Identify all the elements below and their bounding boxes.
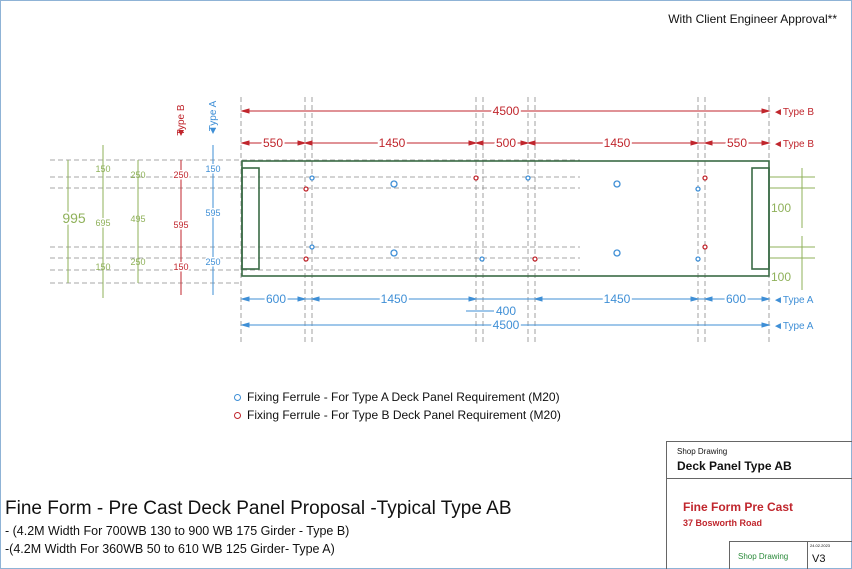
dim-green: 250 (130, 257, 145, 267)
subtitle-line: -(4.2M Width For 360WB 50 to 610 WB 125 … (5, 542, 335, 556)
dim-b-seg: 550 (263, 136, 283, 150)
dim-b-seg: 550 (727, 136, 747, 150)
ferrule-a (309, 244, 315, 250)
ferrule-a (479, 256, 485, 262)
type-b-dimensions (240, 108, 771, 146)
ferrule-a (390, 249, 398, 257)
tag-type-a: ◄Type A (773, 321, 814, 332)
dim-a-total: 4500 (493, 318, 520, 332)
type-a-dim-labels: 600 1450 1450 600 400 4500 (264, 290, 748, 334)
dim-b-seg: 500 (496, 136, 516, 150)
ferrules (303, 175, 708, 262)
ferrule-a (613, 249, 621, 257)
tag-type-a: ◄Type A (773, 295, 814, 306)
circle-icon (234, 412, 241, 420)
ferrule-a (695, 256, 701, 262)
dim-b-seg: 1450 (604, 136, 631, 150)
type-b-dim-labels: 4500 550 1450 500 1450 550 (261, 102, 749, 152)
company-name: Fine Form Pre Cast (683, 500, 794, 514)
ferrule-a (309, 175, 315, 181)
dim-a-seg: 1450 (381, 292, 408, 306)
title-block: Shop Drawing Deck Panel Type AB Fine For… (666, 441, 852, 569)
dim-offset: 100 (771, 201, 791, 215)
tag-type-b: ◄Type B (773, 107, 814, 118)
dim-green: 495 (130, 214, 145, 224)
circle-icon (234, 394, 241, 402)
version-number: V3 (812, 553, 826, 565)
ferrule-b (303, 186, 309, 192)
type-b-tags: ◄Type B ◄Type B (773, 107, 814, 150)
legend-item-a: Fixing Ferrule - For Type A Deck Panel R… (234, 390, 560, 404)
dim-b-total: 4500 (493, 104, 520, 118)
ferrule-a (695, 186, 701, 192)
type-a-heading: Type A (208, 100, 219, 131)
approval-note: With Client Engineer Approval** (668, 12, 837, 26)
right-offset-dims (770, 168, 815, 290)
title-block-title: Deck Panel Type AB (677, 459, 792, 473)
status-cell: Shop Drawing (729, 541, 808, 569)
dim-b-vert: 150 (173, 262, 188, 272)
deck-panel-outline (241, 160, 770, 277)
dim-green-outer: 695 (95, 218, 110, 228)
ferrule-b (702, 175, 708, 181)
version-cell: 24.02.2023 V3 (807, 541, 852, 569)
dim-a-seg: 600 (726, 292, 746, 306)
title-block-label: Shop Drawing (677, 447, 728, 456)
dim-offset: 100 (771, 270, 791, 284)
ferrule-a (390, 180, 398, 188)
ferrule-b (303, 256, 309, 262)
type-a-dimensions (240, 296, 771, 328)
type-b-heading: Type B (176, 104, 187, 135)
ferrule-b (702, 244, 708, 250)
dim-a-vert: 150 (205, 164, 220, 174)
dim-green-total: 995 (62, 210, 86, 226)
dim-a-vert: 250 (205, 257, 220, 267)
revision-date: 24.02.2023 (810, 543, 831, 548)
dim-b-seg: 1450 (379, 136, 406, 150)
ferrule-b (532, 256, 538, 262)
dim-a-seg: 600 (266, 292, 286, 306)
title-block-header: Shop Drawing Deck Panel Type AB (667, 442, 852, 479)
dim-b-vert: 250 (173, 170, 188, 180)
ferrule-a (525, 175, 531, 181)
grid-lines (50, 97, 770, 345)
dim-green: 150 (95, 262, 110, 272)
arrow-down-icon (178, 130, 184, 136)
dim-a-vert: 595 (205, 208, 220, 218)
dim-a-seg: 1450 (604, 292, 631, 306)
dim-b-vert: 595 (173, 220, 188, 230)
drawing-title: Fine Form - Pre Cast Deck Panel Proposal… (5, 498, 512, 519)
type-b-vertical-labels: 250 595 150 (172, 169, 190, 274)
dim-green: 150 (95, 164, 110, 174)
right-offset-labels: 100 100 (771, 201, 791, 284)
green-dimensions (67, 145, 139, 298)
arrow-down-icon (210, 128, 216, 134)
ferrule-a (613, 180, 621, 188)
legend-item-b: Fixing Ferrule - For Type B Deck Panel R… (234, 408, 561, 422)
company-address: 37 Bosworth Road (683, 518, 763, 528)
subtitle-line: - (4.2M Width For 700WB 130 to 900 WB 17… (5, 524, 350, 538)
type-a-tags: ◄Type A ◄Type A (773, 295, 814, 332)
dim-a-gap: 400 (496, 304, 516, 318)
type-a-vertical-labels: 150 595 250 (204, 163, 222, 269)
dim-green: 250 (130, 170, 145, 180)
tag-type-b: ◄Type B (773, 139, 814, 150)
ferrule-b (473, 175, 479, 181)
green-dim-labels: 995 695 150 495 150 250 250 (60, 164, 145, 272)
